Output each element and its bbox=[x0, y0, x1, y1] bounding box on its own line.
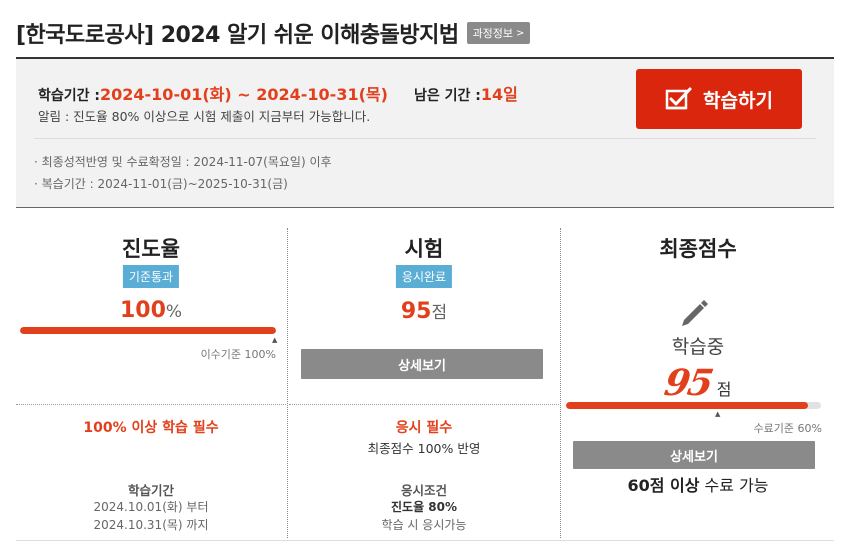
final-score-detail-button[interactable]: 상세보기 bbox=[573, 441, 815, 469]
exam-condition-progress: 진도율 80% bbox=[390, 500, 458, 514]
study-period-label: 학습기간 : bbox=[38, 88, 100, 104]
exam-section: 시험 응시완료 95점 상세보기 응시 필수 최종점수 100% 반영 응시조건… bbox=[289, 228, 559, 538]
progress-requirement: 100% 이상 학습 필수 bbox=[83, 420, 219, 436]
review-period-note: · 복습기간 : 2024-11-01(금)~2025-10-31(금) bbox=[34, 177, 288, 191]
progress-rate-title: 진도율 bbox=[122, 237, 180, 261]
checkbox-check-icon bbox=[665, 87, 692, 110]
final-score-display: 95 점 bbox=[562, 362, 834, 404]
exam-requirement-sub: 최종점수 100% 반영 bbox=[367, 441, 481, 456]
start-study-button[interactable]: 학습하기 bbox=[636, 69, 802, 129]
bottom-divider bbox=[16, 540, 834, 541]
study-period-line: 학습기간 : 2024-10-01(화) ~ 2024-10-31(목) 남은 … bbox=[38, 81, 518, 105]
exam-notice: 알림 : 진도율 80% 이상으로 시험 제출이 지금부터 가능합니다. bbox=[38, 109, 371, 124]
progress-rate-bar-fill bbox=[20, 327, 276, 334]
progress-rate-unit: % bbox=[165, 302, 183, 322]
column-separator bbox=[560, 228, 561, 538]
progress-status-badge: 기준통과 bbox=[122, 265, 180, 288]
progress-rate-section: 진도율 기준통과 100% ▲ 이수기준 100% 100% 이상 학습 필수 … bbox=[16, 228, 286, 538]
study-period-start: 2024.10.01(화) 부터 bbox=[93, 500, 209, 514]
final-score-section: 최종점수 학습중 95 점 ▲ 수료기준 60% 상세보기 60점 이상 수료 … bbox=[562, 228, 834, 538]
exam-detail-button[interactable]: 상세보기 bbox=[301, 349, 543, 379]
pencil-icon bbox=[682, 300, 708, 326]
remaining-period-value: 14일 bbox=[480, 85, 518, 104]
exam-score-value: 95점 bbox=[289, 298, 559, 324]
exam-status-badge: 응시완료 bbox=[395, 265, 453, 288]
final-score-bar-fill bbox=[566, 402, 809, 409]
triangle-up-icon: ▲ bbox=[715, 410, 721, 418]
pass-standard-text: 수료기준 60% bbox=[753, 422, 822, 435]
course-header: [한국도로공사] 2024 알기 쉬운 이해충돌방지법 과정정보 > bbox=[16, 16, 531, 50]
pass-condition-strong: 60점 이상 bbox=[627, 476, 700, 495]
course-info-label: 과정정보 bbox=[472, 27, 514, 40]
remaining-period-label: 남은 기간 : bbox=[413, 88, 481, 104]
final-score-number: 95 bbox=[660, 362, 715, 404]
final-score-bar bbox=[566, 402, 821, 409]
exam-score-unit: 점 bbox=[431, 303, 448, 323]
exam-title: 시험 bbox=[404, 237, 444, 261]
start-study-label: 학습하기 bbox=[703, 89, 773, 112]
study-period-end: 2024.10.31(목) 까지 bbox=[93, 518, 209, 532]
study-period-heading: 학습기간 bbox=[127, 483, 174, 498]
pass-condition-rest: 수료 가능 bbox=[699, 476, 769, 495]
final-score-unit: 점 bbox=[716, 380, 732, 399]
study-info-panel: 학습기간 : 2024-10-01(화) ~ 2024-10-31(목) 남은 … bbox=[16, 57, 834, 208]
pass-condition-note: 60점 이상 수료 가능 bbox=[562, 472, 834, 496]
info-divider bbox=[34, 138, 816, 139]
final-date-note: · 최종성적반영 및 수료확정일 : 2024-11-07(목요일) 이후 bbox=[34, 155, 332, 169]
exam-score-number: 95 bbox=[400, 299, 432, 324]
column-separator bbox=[287, 228, 288, 538]
completion-standard-text: 이수기준 100% bbox=[200, 348, 276, 361]
exam-condition-heading: 응시조건 bbox=[400, 483, 447, 498]
exam-requirement: 응시 필수 bbox=[395, 420, 453, 436]
final-status-text: 학습중 bbox=[671, 336, 725, 358]
chevron-right-icon: > bbox=[516, 27, 525, 39]
progress-rate-number: 100 bbox=[119, 298, 166, 323]
progress-rate-bar bbox=[20, 327, 276, 334]
section-divider bbox=[16, 404, 286, 405]
triangle-up-icon: ▲ bbox=[272, 336, 278, 344]
study-period-value: 2024-10-01(화) ~ 2024-10-31(목) bbox=[100, 85, 388, 104]
final-score-title: 최종점수 bbox=[659, 237, 737, 261]
course-info-button[interactable]: 과정정보 > bbox=[466, 22, 531, 44]
progress-rate-value: 100% bbox=[16, 298, 286, 323]
section-divider bbox=[289, 404, 559, 405]
course-title: [한국도로공사] 2024 알기 쉬운 이해충돌방지법 bbox=[16, 23, 459, 48]
exam-condition-note: 학습 시 응시가능 bbox=[381, 518, 467, 532]
